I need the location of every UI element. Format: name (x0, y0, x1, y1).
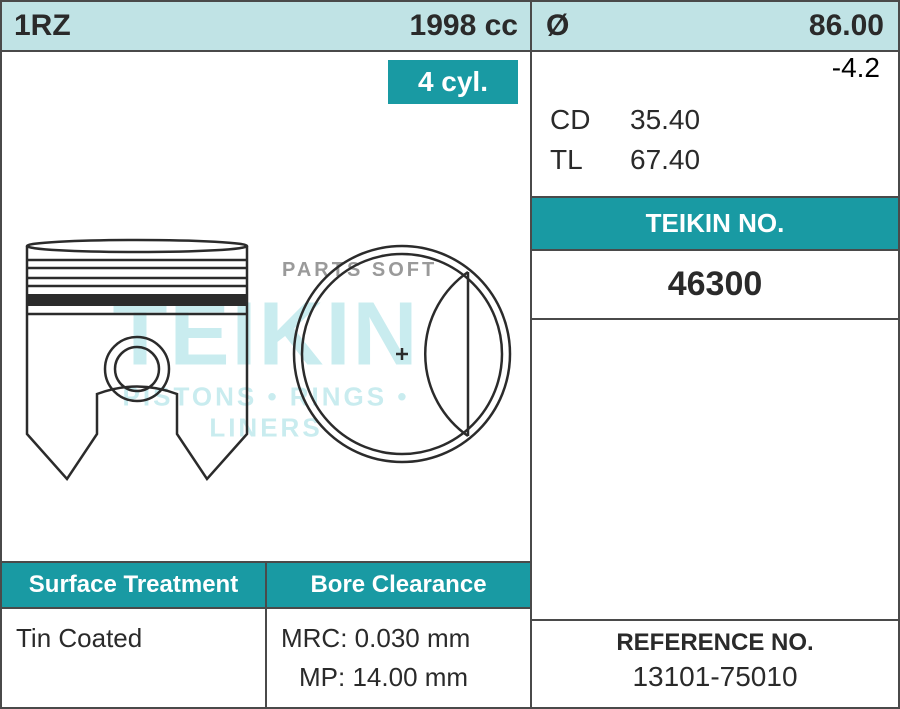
tl-label: TL (550, 144, 630, 176)
engine-header: 1RZ 1998 cc (2, 2, 530, 52)
reference-value: 13101-75010 (532, 659, 898, 707)
teikin-no-value: 46300 (532, 251, 898, 320)
offset-row: -4.2 (532, 52, 898, 84)
offset-value: -4.2 (832, 52, 880, 83)
bore-clearance-header: Bore Clearance (267, 563, 530, 609)
spec-table: Surface Treatment Tin Coated Bore Cleara… (2, 561, 530, 707)
mrc-value: 0.030 mm (355, 623, 471, 653)
piston-diagram (22, 234, 522, 494)
cd-label: CD (550, 104, 630, 136)
bore-clearance-values: MRC: 0.030 mm MP: 14.00 mm (267, 609, 530, 707)
surface-treatment-col: Surface Treatment Tin Coated (2, 563, 267, 707)
dimensions-block: CD 35.40 TL 67.40 (532, 84, 898, 196)
bore-value: 86.00 (809, 9, 884, 43)
cylinder-row: 4 cyl. (2, 52, 530, 104)
reference-header: REFERENCE NO. (532, 619, 898, 659)
mp-label: MP: (299, 662, 345, 692)
bore-header: Ø 86.00 (532, 2, 898, 52)
spec-card: 1RZ 1998 cc 4 cyl. PARTS SOFT TEIKIN PIS… (0, 0, 900, 709)
teikin-no-header: TEIKIN NO. (532, 196, 898, 251)
cylinder-badge: 4 cyl. (388, 60, 518, 104)
surface-treatment-value: Tin Coated (2, 609, 265, 704)
right-column: Ø 86.00 -4.2 CD 35.40 TL 67.40 TEIKIN NO… (532, 2, 898, 707)
engine-code: 1RZ (14, 9, 71, 43)
cd-value: 35.40 (630, 104, 700, 136)
left-column: 1RZ 1998 cc 4 cyl. PARTS SOFT TEIKIN PIS… (2, 2, 532, 707)
diagram-area: PARTS SOFT TEIKIN PISTONS • RINGS • LINE… (2, 104, 530, 561)
mrc-label: MRC: (281, 623, 347, 653)
diameter-symbol: Ø (546, 9, 569, 43)
bore-clearance-col: Bore Clearance MRC: 0.030 mm MP: 14.00 m… (267, 563, 530, 707)
tl-value: 67.40 (630, 144, 700, 176)
mp-value: 14.00 mm (352, 662, 468, 692)
surface-treatment-header: Surface Treatment (2, 563, 265, 609)
spacer (532, 320, 898, 619)
cd-row: CD 35.40 (550, 104, 880, 136)
tl-row: TL 67.40 (550, 144, 880, 176)
engine-displacement: 1998 cc (410, 9, 518, 43)
